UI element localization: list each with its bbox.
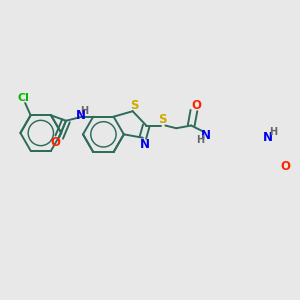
Text: O: O — [192, 99, 202, 112]
Text: H: H — [269, 127, 277, 137]
Text: H: H — [196, 136, 204, 146]
Text: O: O — [51, 136, 61, 149]
Text: N: N — [140, 138, 150, 151]
Text: S: S — [130, 99, 138, 112]
Text: N: N — [76, 109, 86, 122]
Text: O: O — [280, 160, 290, 173]
Text: H: H — [80, 106, 88, 116]
Text: Cl: Cl — [18, 93, 30, 103]
Text: S: S — [158, 113, 167, 126]
Text: N: N — [262, 130, 272, 144]
Text: N: N — [200, 129, 211, 142]
